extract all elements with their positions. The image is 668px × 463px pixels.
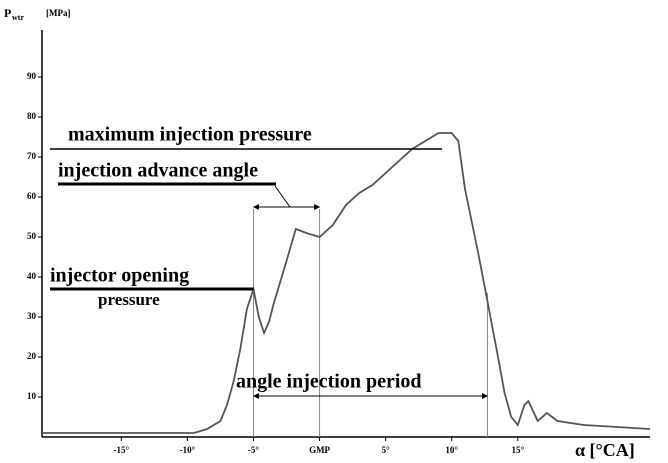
leader [274, 185, 291, 208]
y-tick-label: 10 [27, 391, 37, 401]
x-tick-label: 5° [382, 445, 391, 455]
y-tick-label: 20 [27, 351, 37, 361]
y-tick-label: 30 [27, 311, 37, 321]
x-tick-label: 10° [445, 445, 458, 455]
x-tick-label: 15° [512, 445, 525, 455]
x-label: α [°CA] [575, 440, 635, 460]
y-unit: [MPa] [46, 8, 71, 18]
annotation: maximum injection pressure [68, 124, 312, 146]
annotation: injection advance angle [58, 160, 258, 182]
y-tick-label: 40 [27, 271, 37, 281]
y-tick-label: 90 [27, 71, 37, 81]
y-tick-label: 80 [27, 111, 37, 121]
annotation: angle injection period [236, 371, 422, 393]
x-tick-label: -15° [113, 445, 129, 455]
annotation: injector opening [50, 265, 189, 287]
x-tick-label: -10° [180, 445, 196, 455]
y-tick-label: 50 [27, 231, 37, 241]
y-tick-label: 60 [27, 191, 37, 201]
pressure-line [42, 132, 651, 434]
x-tick-label: GMP [309, 445, 330, 455]
annotation: pressure [98, 290, 160, 309]
y-label: P [4, 6, 11, 20]
y-tick-label: 70 [27, 151, 37, 161]
y-label-sub: wtr [12, 13, 24, 22]
x-tick-label: -5° [248, 445, 259, 455]
